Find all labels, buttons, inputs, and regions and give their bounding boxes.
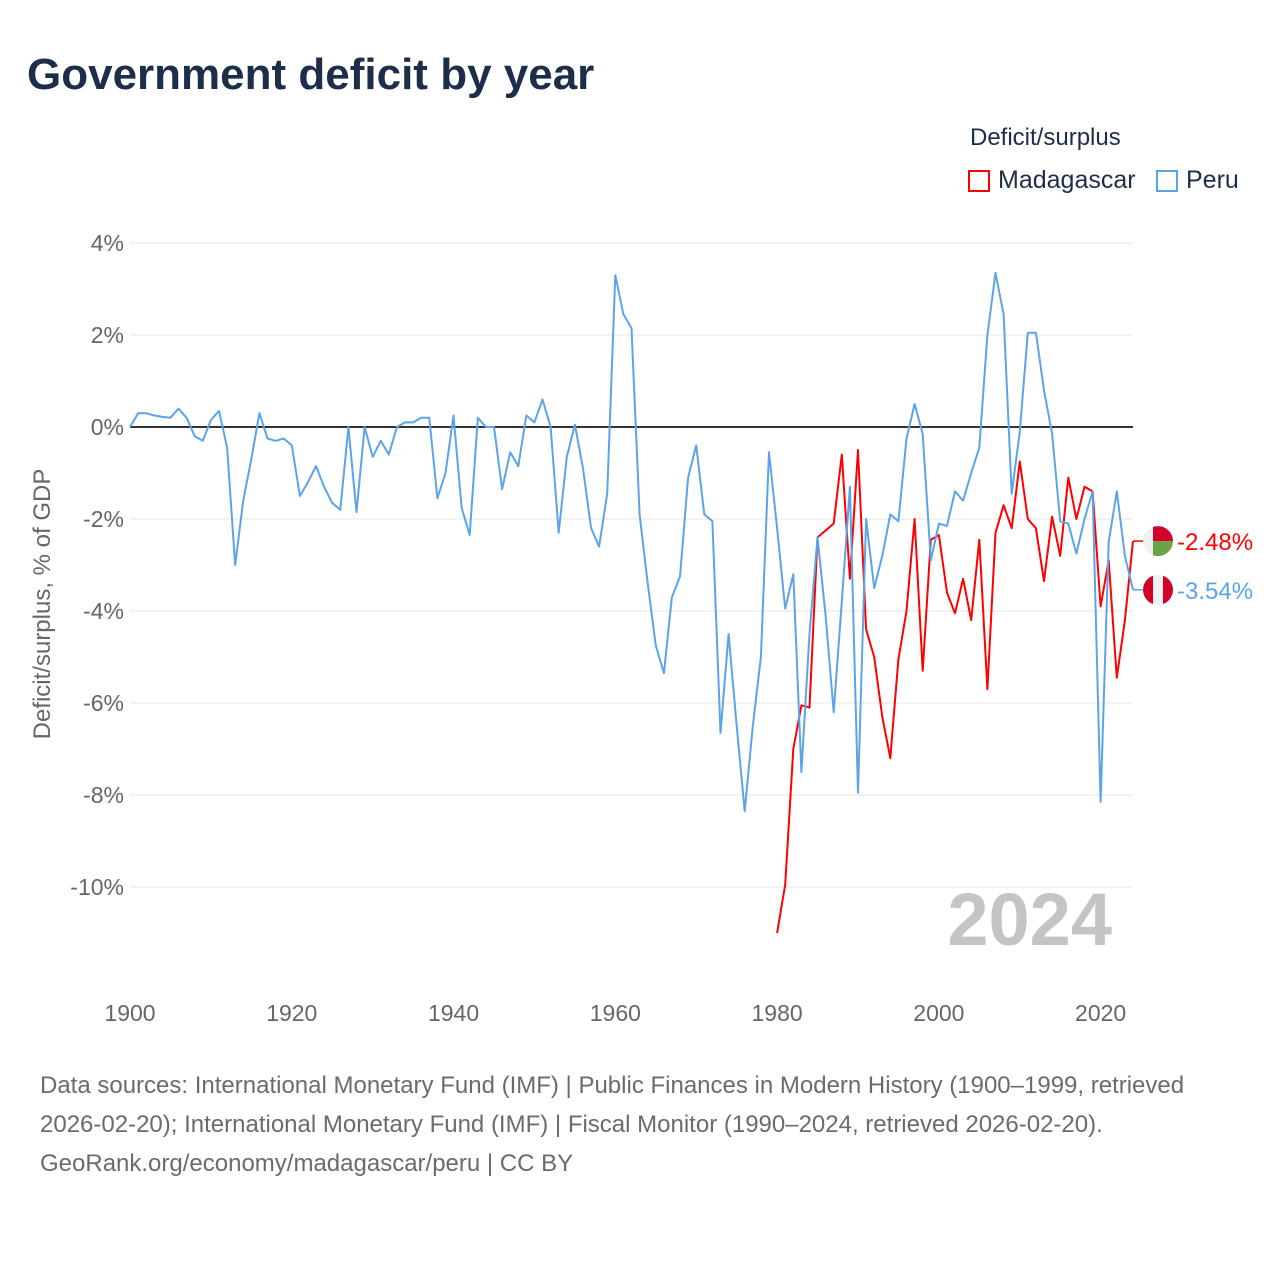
legend-item-madagascar[interactable]: Madagascar xyxy=(968,166,1136,195)
series-line-madagascar xyxy=(776,449,1134,934)
credit-link[interactable]: GeoRank.org/economy/madagascar/peru | CC… xyxy=(40,1150,574,1177)
legend-item-peru[interactable]: Peru xyxy=(1156,166,1239,195)
x-tick-label: 1940 xyxy=(428,1000,479,1026)
y-tick-label: -8% xyxy=(83,782,124,808)
chart-title: Government deficit by year xyxy=(27,50,595,99)
legend-swatch-peru xyxy=(1156,169,1178,192)
x-tick-label: 2000 xyxy=(913,1000,964,1026)
madagascar-flag-icon xyxy=(1143,526,1173,557)
x-tick-label: 1960 xyxy=(590,1000,641,1026)
legend-label-madagascar: Madagascar xyxy=(998,166,1136,194)
y-tick-label: -10% xyxy=(70,874,124,900)
y-tick-label: 4% xyxy=(91,230,124,256)
footer: Data sources: International Monetary Fun… xyxy=(40,1066,1240,1183)
flag-white xyxy=(1143,526,1153,557)
legend-label-peru: Peru xyxy=(1186,166,1239,194)
end-marker-peru: -3.54% xyxy=(1133,574,1253,605)
y-tick-label: -4% xyxy=(83,598,124,624)
y-axis-label: Deficit/surplus, % of GDP xyxy=(29,469,56,740)
end-value-label-peru: -3.54% xyxy=(1177,578,1253,605)
series-line-peru xyxy=(129,271,1134,813)
y-tick-label: -6% xyxy=(83,690,124,716)
legend-swatch-madagascar xyxy=(968,169,990,192)
y-tick-label: -2% xyxy=(83,506,124,532)
x-tick-label: 1900 xyxy=(104,1000,155,1026)
data-sources: Data sources: International Monetary Fun… xyxy=(40,1072,1185,1138)
y-tick-label: 0% xyxy=(91,414,124,440)
plot-area: 2024 4% 2% 0% -2% -4% -6% -8% -10% 1900 1920 1940 1… xyxy=(29,230,1253,1026)
year-watermark: 2024 xyxy=(947,878,1112,961)
end-marker-madagascar: -2.48% xyxy=(1133,526,1253,557)
peru-flag-icon xyxy=(1143,574,1173,605)
legend-title: Deficit/surplus xyxy=(970,124,1121,151)
flag-green xyxy=(1153,541,1173,557)
x-tick-label: 1980 xyxy=(752,1000,803,1026)
flag-red-right xyxy=(1163,574,1173,605)
end-value-label-madagascar: -2.48% xyxy=(1177,529,1253,556)
x-tick-label: 2020 xyxy=(1075,1000,1126,1026)
y-tick-label: 2% xyxy=(91,322,124,348)
flag-red xyxy=(1153,526,1173,542)
flag-red-left xyxy=(1143,574,1153,605)
flag-body xyxy=(1143,574,1173,605)
x-tick-label: 1920 xyxy=(266,1000,317,1026)
flag-body xyxy=(1143,526,1173,557)
flag-white xyxy=(1153,574,1163,605)
